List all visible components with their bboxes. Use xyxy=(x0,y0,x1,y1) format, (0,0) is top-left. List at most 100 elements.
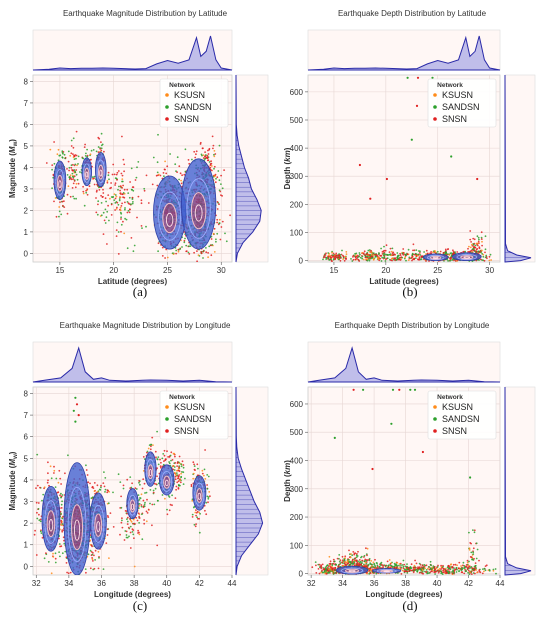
scatter-point xyxy=(490,259,492,261)
scatter-point xyxy=(100,141,102,144)
scatter-point xyxy=(329,562,332,565)
scatter-point xyxy=(133,244,136,247)
scatter-point xyxy=(157,463,160,466)
scatter-point xyxy=(213,175,216,178)
scatter-point xyxy=(332,562,335,565)
scatter-point xyxy=(74,171,77,174)
scatter-point xyxy=(390,259,392,262)
scatter-point xyxy=(207,475,210,478)
scatter-point xyxy=(135,176,138,179)
scatter-point xyxy=(82,192,85,195)
scatter-point xyxy=(106,181,109,184)
scatter-point xyxy=(121,178,124,181)
y-tick-label: 7 xyxy=(24,411,29,420)
scatter-point xyxy=(61,494,64,496)
scatter-point xyxy=(120,230,122,233)
scatter-point xyxy=(354,256,357,259)
scatter-point xyxy=(382,254,385,257)
scatter-point xyxy=(361,257,364,260)
scatter-point xyxy=(111,196,114,199)
scatter-point xyxy=(52,556,55,558)
scatter-point xyxy=(114,194,117,196)
scatter-point xyxy=(133,565,136,568)
legend-marker xyxy=(433,93,437,97)
scatter-point xyxy=(168,496,171,498)
scatter-point xyxy=(121,135,123,138)
y-axis-label-part: M xyxy=(8,146,17,153)
scatter-point xyxy=(332,558,335,561)
scatter-point xyxy=(161,457,164,460)
scatter-point xyxy=(41,536,44,539)
scatter-point xyxy=(61,517,64,520)
scatter-point xyxy=(177,248,180,251)
scatter-point xyxy=(166,256,169,259)
scatter-outlier xyxy=(74,396,77,399)
density-contour xyxy=(163,475,171,489)
scatter-point xyxy=(211,135,214,138)
scatter-point xyxy=(396,252,399,254)
scatter-outlier xyxy=(415,104,419,107)
scatter-point xyxy=(102,233,105,236)
scatter-point xyxy=(68,166,71,169)
scatter-point xyxy=(119,209,122,212)
scatter-point xyxy=(121,519,123,522)
scatter-point xyxy=(436,250,439,253)
scatter-point xyxy=(363,250,366,253)
scatter-point xyxy=(63,153,66,156)
scatter-point xyxy=(86,474,89,476)
scatter-point xyxy=(335,563,337,566)
scatter-point xyxy=(394,257,397,259)
scatter-point xyxy=(424,253,427,256)
y-tick-label: 2 xyxy=(24,519,29,528)
scatter-point xyxy=(187,159,190,161)
scatter-point xyxy=(67,185,70,188)
scatter-point xyxy=(129,525,132,528)
scatter-point xyxy=(37,502,40,504)
scatter-point xyxy=(165,172,168,175)
scatter-point xyxy=(354,252,356,255)
scatter-point xyxy=(94,559,96,561)
scatter-point xyxy=(152,444,154,446)
scatter-point xyxy=(140,202,143,205)
scatter-point xyxy=(120,205,123,207)
scatter-point xyxy=(323,570,326,573)
density-contour xyxy=(197,492,202,500)
scatter-outlier xyxy=(74,420,77,423)
scatter-point xyxy=(60,519,63,522)
scatter-point xyxy=(52,552,54,555)
y-tick-label: 300 xyxy=(290,172,304,181)
density-contour xyxy=(456,254,478,261)
scatter-point xyxy=(104,208,107,211)
density-contour xyxy=(96,159,105,184)
scatter-point xyxy=(73,197,76,200)
scatter-point xyxy=(134,179,137,181)
scatter-point xyxy=(210,238,213,240)
scatter-point xyxy=(322,258,324,261)
scatter-point xyxy=(92,568,95,571)
scatter-point xyxy=(93,482,96,484)
scatter-point xyxy=(115,229,118,232)
scatter-point xyxy=(332,570,335,573)
scatter-point xyxy=(184,237,186,240)
scatter-point xyxy=(124,208,126,211)
legend-box xyxy=(159,78,229,128)
scatter-point xyxy=(404,256,406,259)
scatter-point xyxy=(75,173,78,176)
scatter-point xyxy=(137,529,140,532)
scatter-point xyxy=(89,549,92,552)
legend-marker xyxy=(165,429,169,433)
scatter-point xyxy=(132,522,135,525)
scatter-point xyxy=(406,253,409,256)
scatter-point xyxy=(120,495,122,498)
scatter-point xyxy=(122,220,124,223)
scatter-point xyxy=(484,251,486,254)
scatter-point xyxy=(72,195,74,198)
scatter-point xyxy=(39,530,42,533)
scatter-point xyxy=(45,162,48,164)
scatter-point xyxy=(118,185,120,188)
scatter-point xyxy=(121,202,123,205)
scatter-point xyxy=(350,258,352,260)
scatter-point xyxy=(144,492,146,494)
scatter-point xyxy=(126,188,129,191)
